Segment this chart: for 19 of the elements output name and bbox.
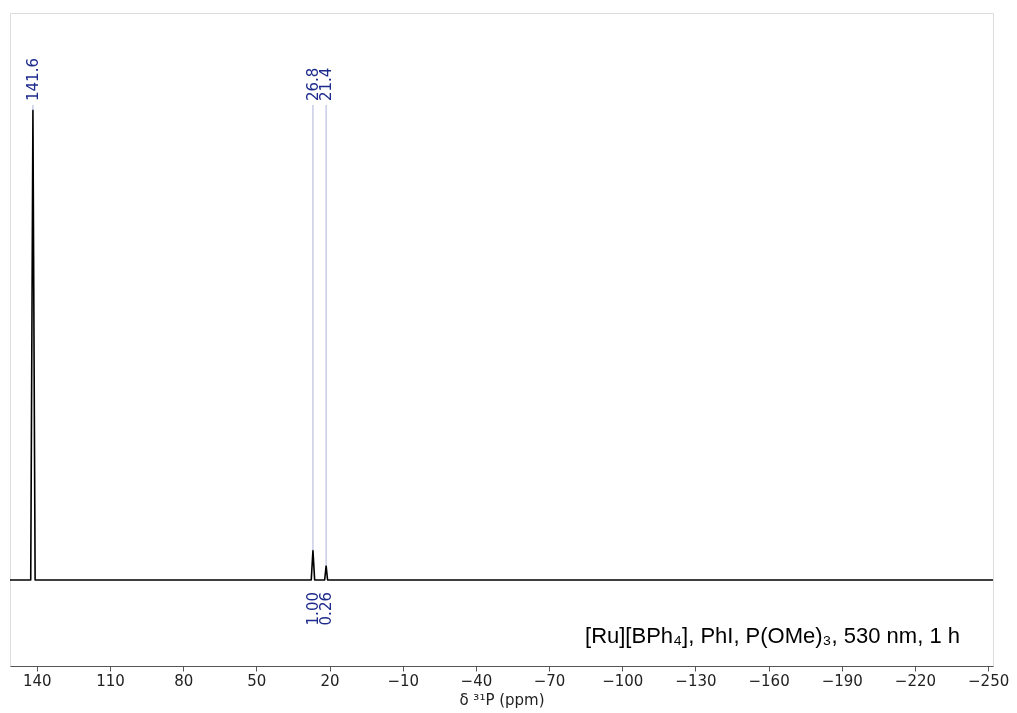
x-tick-label: 20: [320, 671, 340, 690]
x-tick-label: 140: [23, 671, 52, 690]
annotation: 21.4: [317, 67, 336, 101]
x-tick-label: −220: [894, 671, 937, 690]
x-tick-label: −10: [387, 671, 420, 690]
x-tick-label: −160: [748, 671, 790, 690]
x-tick-label: −70: [533, 671, 566, 690]
x-tick-label: −100: [602, 671, 644, 690]
annotation: 0.26: [317, 592, 336, 626]
x-tick-label: 50: [247, 671, 267, 690]
x-axis-title: δ ³¹P (ppm): [459, 690, 545, 709]
x-tick-label: −190: [821, 671, 863, 690]
x-tick-label: −250: [968, 671, 1010, 690]
x-tick-label: 80: [174, 671, 194, 690]
text: [Ru][BPh₄], PhI, P(OMe)₃, 530 nm, 1 h: [585, 623, 960, 648]
x-tick-label: 110: [96, 671, 125, 690]
annotation: 141.6: [23, 58, 42, 101]
x-tick-label: −40: [460, 671, 493, 690]
x-tick-label: −130: [675, 671, 717, 690]
